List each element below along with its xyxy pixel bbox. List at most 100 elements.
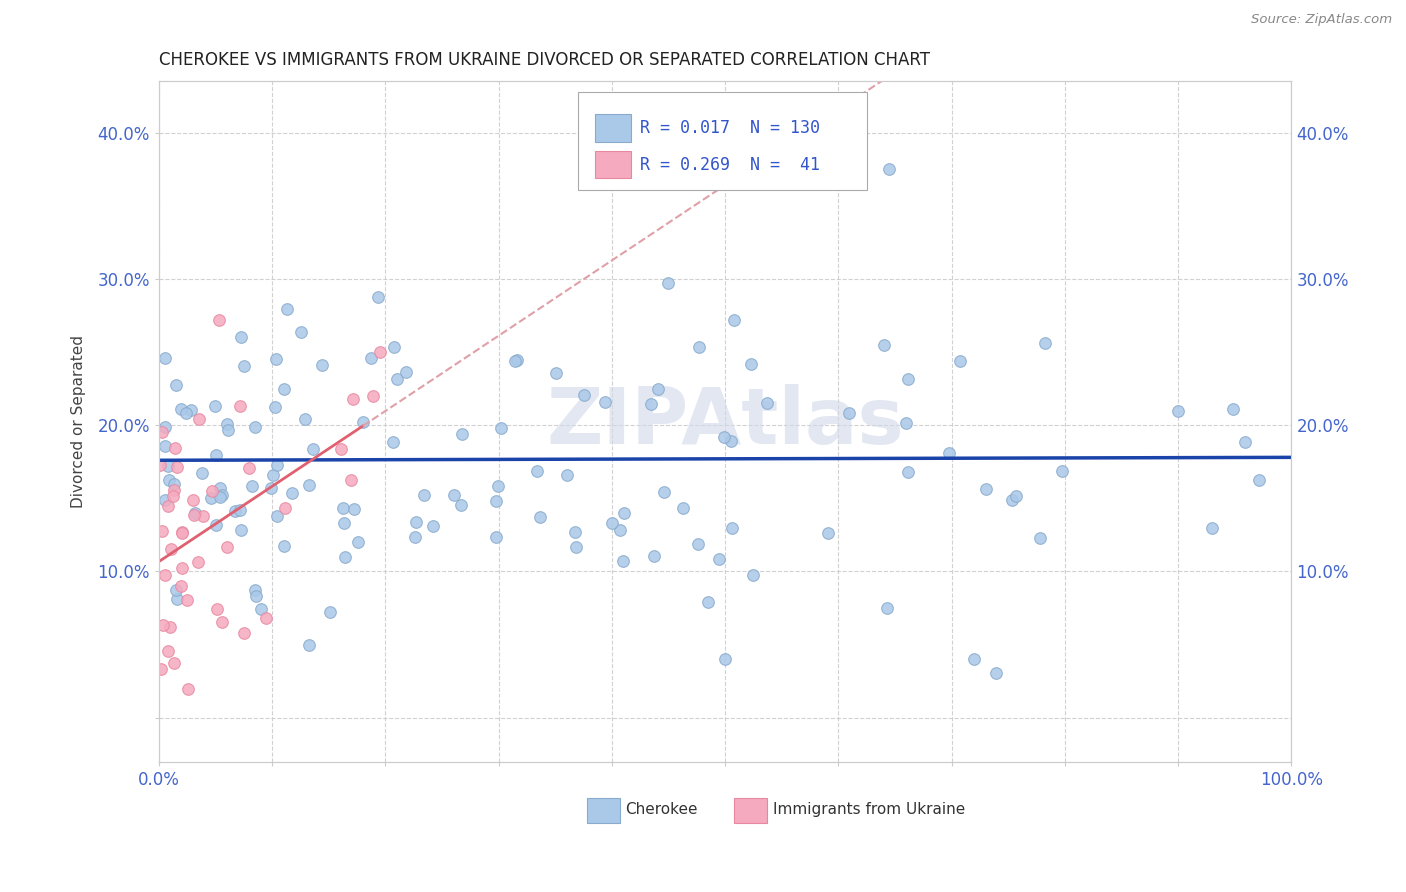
Point <box>153 351 176 365</box>
Point <box>311 358 333 372</box>
Point <box>243 420 266 434</box>
Point <box>170 561 193 575</box>
Point <box>174 406 197 420</box>
Point <box>342 392 364 406</box>
Point <box>180 403 202 417</box>
Point <box>157 643 180 657</box>
Point <box>155 567 177 582</box>
Point <box>162 477 184 491</box>
Point <box>188 412 211 426</box>
FancyBboxPatch shape <box>578 92 866 190</box>
Point <box>280 486 302 500</box>
Point <box>208 313 231 327</box>
Point <box>228 503 250 517</box>
Text: Source: ZipAtlas.com: Source: ZipAtlas.com <box>1251 13 1392 27</box>
Text: ZIPAtlas: ZIPAtlas <box>547 384 904 459</box>
Point <box>170 402 193 417</box>
Point <box>564 525 586 540</box>
Point <box>613 506 636 520</box>
Point <box>204 399 226 413</box>
Point <box>211 615 233 630</box>
Point <box>485 493 508 508</box>
Point <box>984 666 1007 681</box>
Point <box>387 372 409 386</box>
Point <box>765 162 787 177</box>
Point <box>640 397 662 411</box>
Point <box>1249 473 1271 487</box>
Point <box>170 524 193 539</box>
Point <box>215 417 238 431</box>
Point <box>593 395 616 409</box>
Point <box>262 467 284 482</box>
Point <box>381 434 404 449</box>
Point <box>264 401 287 415</box>
Point <box>740 357 762 371</box>
FancyBboxPatch shape <box>595 151 631 178</box>
Point <box>876 600 898 615</box>
Point <box>742 568 765 582</box>
Point <box>609 523 631 537</box>
Point <box>600 516 623 530</box>
Point <box>443 488 465 502</box>
Point <box>152 618 174 632</box>
Point <box>422 518 444 533</box>
Point <box>672 500 695 515</box>
Point <box>162 483 184 497</box>
Point <box>688 340 710 354</box>
Point <box>183 506 205 520</box>
Point <box>360 351 382 366</box>
Point <box>333 516 356 530</box>
Point <box>233 359 256 373</box>
Point <box>720 434 742 449</box>
Point <box>238 461 260 475</box>
Point <box>274 501 297 516</box>
Point <box>162 489 184 503</box>
Point <box>879 162 901 177</box>
Point <box>159 619 181 633</box>
Point <box>838 406 860 420</box>
Point <box>149 458 172 472</box>
Point <box>205 602 228 616</box>
Point <box>273 539 295 553</box>
Point <box>273 382 295 396</box>
Point <box>963 652 986 666</box>
Point <box>412 488 434 502</box>
Point <box>187 556 209 570</box>
Point <box>217 423 239 437</box>
Point <box>302 442 325 456</box>
Point <box>1201 521 1223 535</box>
Point <box>215 540 238 554</box>
Point <box>165 377 187 392</box>
Point <box>526 465 548 479</box>
Point <box>153 492 176 507</box>
Point <box>250 601 273 615</box>
Point <box>165 582 187 597</box>
Point <box>657 276 679 290</box>
Point <box>200 491 222 505</box>
Point <box>166 592 188 607</box>
Point <box>450 499 472 513</box>
Point <box>565 540 588 554</box>
Point <box>1004 489 1026 503</box>
Point <box>266 509 288 524</box>
Point <box>208 491 231 505</box>
Point <box>256 611 278 625</box>
Point <box>755 396 778 410</box>
Point <box>224 504 246 518</box>
Point <box>150 524 173 539</box>
Point <box>232 626 254 640</box>
Point <box>191 508 214 523</box>
Point <box>873 338 896 352</box>
Point <box>229 523 252 537</box>
Text: CHEROKEE VS IMMIGRANTS FROM UKRAINE DIVORCED OR SEPARATED CORRELATION CHART: CHEROKEE VS IMMIGRANTS FROM UKRAINE DIVO… <box>159 51 929 69</box>
Point <box>367 290 389 304</box>
Point <box>229 329 252 343</box>
Point <box>172 526 194 541</box>
Point <box>183 508 205 522</box>
Point <box>361 389 384 403</box>
Point <box>298 478 321 492</box>
Point <box>713 430 735 444</box>
Point <box>485 530 508 544</box>
Point <box>352 416 374 430</box>
Point <box>368 345 391 359</box>
